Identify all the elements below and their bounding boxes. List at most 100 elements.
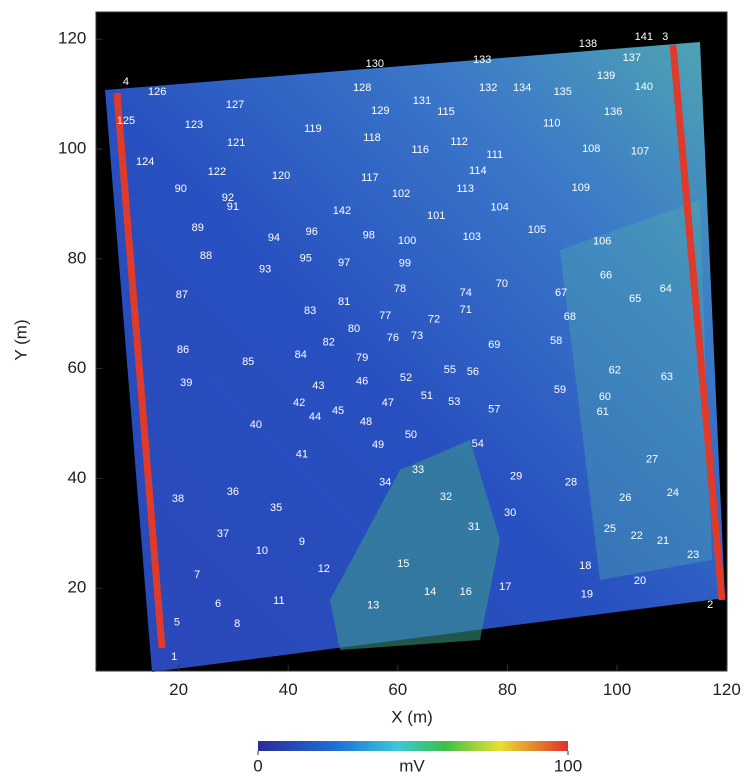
anomaly-label: 98 — [363, 230, 375, 242]
anomaly-label: 133 — [473, 54, 491, 66]
anomaly-label: 79 — [356, 352, 368, 364]
anomaly-label: 126 — [148, 86, 166, 98]
anomaly-label: 21 — [657, 535, 669, 547]
anomaly-label: 51 — [421, 390, 433, 402]
anomaly-label: 1 — [171, 651, 177, 663]
anomaly-label: 6 — [215, 598, 221, 610]
anomaly-label: 49 — [372, 439, 384, 451]
anomaly-label: 69 — [488, 339, 500, 351]
anomaly-label: 127 — [226, 99, 244, 111]
anomaly-label: 94 — [268, 232, 280, 244]
anomaly-label: 113 — [456, 183, 474, 195]
anomaly-label: 120 — [272, 170, 290, 182]
anomaly-label: 106 — [593, 236, 611, 248]
anomaly-label: 90 — [175, 183, 187, 195]
anomaly-label: 134 — [513, 82, 531, 94]
anomaly-label: 43 — [312, 380, 324, 392]
anomaly-label: 117 — [361, 172, 379, 184]
anomaly-label: 23 — [687, 549, 699, 561]
anomaly-label: 130 — [366, 58, 384, 70]
anomaly-label: 63 — [661, 371, 673, 383]
survey-texture — [330, 440, 500, 650]
anomaly-label: 141 — [635, 31, 653, 43]
anomaly-label: 16 — [460, 586, 472, 598]
anomaly-label: 97 — [338, 257, 350, 269]
anomaly-label: 22 — [631, 530, 643, 542]
anomaly-label: 96 — [306, 226, 318, 238]
anomaly-label: 81 — [338, 296, 350, 308]
anomaly-label: 129 — [371, 105, 389, 117]
boundary-line — [669, 44, 726, 601]
anomaly-label: 122 — [208, 166, 226, 178]
anomaly-label: 33 — [412, 464, 424, 476]
anomaly-label: 87 — [176, 289, 188, 301]
anomaly-label: 131 — [413, 95, 431, 107]
anomaly-label: 44 — [309, 411, 321, 423]
anomaly-label: 107 — [631, 146, 649, 158]
anomaly-label: 19 — [581, 589, 593, 601]
survey-area — [105, 42, 725, 672]
anomaly-label: 101 — [427, 210, 445, 222]
anomaly-label: 47 — [382, 397, 394, 409]
anomaly-label: 78 — [394, 283, 406, 295]
anomaly-label: 9 — [299, 536, 305, 548]
anomaly-label: 119 — [304, 123, 322, 135]
anomaly-label: 84 — [295, 349, 307, 361]
anomaly-label: 124 — [136, 156, 154, 168]
anomaly-label: 102 — [392, 188, 410, 200]
anomaly-label: 58 — [550, 335, 562, 347]
anomaly-label: 114 — [469, 165, 487, 177]
anomaly-label: 57 — [488, 404, 500, 416]
anomaly-label: 82 — [323, 337, 335, 349]
x-tick-label: 60 — [388, 680, 407, 699]
anomaly-label: 29 — [510, 471, 522, 483]
anomaly-label: 3 — [662, 31, 668, 43]
anomaly-label: 128 — [353, 82, 371, 94]
x-tick-label: 120 — [712, 680, 740, 699]
anomaly-label: 108 — [582, 143, 600, 155]
anomaly-label: 45 — [332, 405, 344, 417]
x-tick-label: 40 — [279, 680, 298, 699]
anomaly-label: 4 — [123, 76, 129, 88]
x-tick-label: 20 — [169, 680, 188, 699]
anomaly-label: 52 — [400, 372, 412, 384]
x-tick-label: 100 — [603, 680, 631, 699]
anomaly-label: 88 — [200, 250, 212, 262]
anomaly-label: 139 — [597, 70, 615, 82]
anomaly-label: 20 — [634, 575, 646, 587]
anomaly-label: 89 — [192, 222, 204, 234]
anomaly-label: 140 — [635, 81, 653, 93]
anomaly-label: 36 — [227, 486, 239, 498]
anomaly-label: 105 — [528, 224, 546, 236]
anomaly-label: 30 — [504, 507, 516, 519]
anomaly-label: 71 — [460, 304, 472, 316]
anomaly-label: 39 — [180, 377, 192, 389]
anomaly-label: 142 — [333, 205, 351, 217]
anomaly-label: 100 — [398, 235, 416, 247]
anomaly-label: 12 — [318, 563, 330, 575]
anomaly-label: 93 — [259, 264, 271, 276]
anomaly-label: 83 — [304, 305, 316, 317]
anomaly-label: 67 — [555, 287, 567, 299]
anomaly-label: 65 — [629, 293, 641, 305]
anomaly-label: 40 — [250, 419, 262, 431]
anomaly-label: 2 — [707, 599, 713, 611]
colorbar-tick-label: 0 — [253, 756, 262, 775]
anomaly-label: 73 — [411, 330, 423, 342]
anomaly-label: 26 — [619, 492, 631, 504]
survey-texture — [560, 200, 712, 580]
anomaly-label: 24 — [667, 487, 679, 499]
anomaly-label: 37 — [217, 528, 229, 540]
anomaly-label: 72 — [428, 314, 440, 326]
anomaly-label: 18 — [579, 560, 591, 572]
anomaly-label: 17 — [499, 581, 511, 593]
anomaly-label: 99 — [399, 258, 411, 270]
anomaly-label: 132 — [479, 82, 497, 94]
anomaly-label: 121 — [227, 137, 245, 149]
boundary-line — [113, 92, 166, 649]
colorbar-label: mV — [399, 756, 425, 775]
anomaly-label: 5 — [174, 617, 180, 629]
anomaly-label: 115 — [437, 106, 455, 118]
anomaly-label: 135 — [554, 86, 572, 98]
